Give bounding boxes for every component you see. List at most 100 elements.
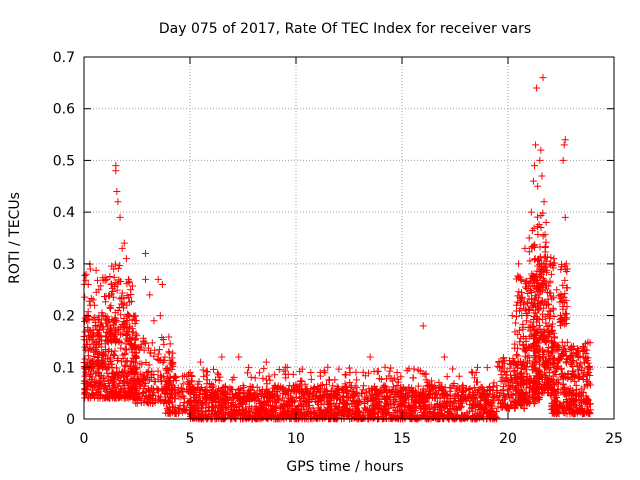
data-point bbox=[559, 403, 567, 411]
data-point bbox=[517, 360, 525, 368]
data-point bbox=[347, 382, 355, 390]
data-point bbox=[111, 326, 119, 334]
data-point bbox=[476, 385, 484, 393]
data-point bbox=[300, 405, 308, 413]
data-point bbox=[242, 404, 250, 412]
data-point bbox=[383, 409, 391, 417]
data-point bbox=[220, 384, 228, 392]
data-point bbox=[130, 354, 138, 362]
data-point bbox=[405, 403, 413, 411]
data-point bbox=[586, 400, 594, 408]
plot-frame bbox=[83, 56, 615, 420]
data-point bbox=[229, 394, 237, 402]
data-point bbox=[487, 402, 495, 410]
data-point bbox=[393, 396, 401, 404]
data-point bbox=[131, 320, 139, 328]
data-point bbox=[123, 327, 131, 335]
data-point bbox=[115, 372, 123, 380]
data-point bbox=[520, 301, 528, 309]
data-point bbox=[401, 406, 409, 414]
data-point bbox=[143, 369, 151, 377]
data-point bbox=[386, 396, 394, 404]
data-point bbox=[386, 367, 394, 375]
data-point bbox=[146, 349, 154, 357]
data-point bbox=[145, 367, 153, 375]
data-point bbox=[524, 312, 532, 320]
data-point bbox=[179, 380, 187, 388]
data-point bbox=[159, 336, 167, 343]
data-point bbox=[202, 412, 210, 420]
data-point bbox=[506, 394, 514, 402]
data-point bbox=[515, 288, 523, 296]
data-point bbox=[262, 358, 270, 366]
data-point bbox=[171, 374, 179, 382]
data-point bbox=[344, 411, 352, 419]
data-point bbox=[274, 382, 282, 390]
data-point bbox=[187, 390, 195, 398]
data-point bbox=[352, 368, 360, 376]
data-point bbox=[393, 381, 401, 389]
data-point bbox=[334, 404, 342, 412]
data-point bbox=[199, 390, 207, 398]
data-point bbox=[339, 385, 347, 393]
data-point bbox=[536, 355, 544, 363]
data-point bbox=[562, 397, 570, 405]
data-point bbox=[531, 389, 539, 397]
data-point bbox=[90, 381, 98, 389]
data-point bbox=[452, 399, 460, 407]
data-point bbox=[84, 281, 92, 289]
data-point bbox=[550, 255, 558, 263]
data-point bbox=[150, 370, 158, 378]
data-point bbox=[162, 385, 170, 393]
data-point bbox=[403, 367, 411, 375]
data-point bbox=[116, 261, 124, 269]
data-point bbox=[562, 260, 570, 268]
data-point bbox=[458, 387, 466, 395]
data-point bbox=[145, 361, 153, 369]
data-point bbox=[400, 394, 408, 402]
data-point bbox=[568, 343, 576, 351]
data-point bbox=[548, 336, 556, 344]
data-point bbox=[135, 389, 143, 397]
data-point bbox=[148, 384, 156, 392]
data-point bbox=[523, 359, 531, 367]
data-point bbox=[141, 395, 149, 403]
data-point bbox=[113, 356, 121, 364]
data-point bbox=[128, 282, 136, 290]
data-point bbox=[397, 392, 405, 400]
data-point bbox=[470, 384, 478, 392]
data-point bbox=[213, 387, 221, 395]
data-point bbox=[156, 312, 164, 320]
data-point bbox=[194, 384, 202, 392]
data-point bbox=[114, 382, 122, 390]
data-point bbox=[109, 318, 117, 326]
data-point bbox=[89, 315, 97, 323]
data-point bbox=[389, 388, 397, 396]
data-point bbox=[169, 377, 177, 385]
data-point bbox=[265, 372, 273, 380]
data-point bbox=[377, 389, 385, 397]
data-point bbox=[260, 365, 268, 373]
data-point bbox=[96, 376, 104, 384]
data-point bbox=[549, 264, 557, 272]
data-point bbox=[120, 294, 128, 302]
data-point bbox=[510, 368, 518, 376]
data-point bbox=[367, 411, 375, 419]
data-point bbox=[557, 322, 565, 330]
data-point bbox=[101, 340, 109, 348]
data-point bbox=[416, 398, 424, 406]
data-point bbox=[158, 281, 166, 289]
data-point bbox=[151, 346, 159, 354]
data-point bbox=[377, 405, 385, 413]
data-point bbox=[267, 392, 275, 400]
data-point bbox=[251, 414, 259, 422]
data-point bbox=[298, 388, 306, 396]
data-point bbox=[539, 74, 547, 82]
data-point bbox=[361, 393, 369, 401]
data-point bbox=[574, 366, 582, 374]
data-point bbox=[201, 410, 209, 418]
data-point bbox=[375, 374, 383, 382]
data-point bbox=[563, 314, 571, 322]
data-point bbox=[526, 388, 534, 396]
data-point bbox=[443, 373, 451, 381]
